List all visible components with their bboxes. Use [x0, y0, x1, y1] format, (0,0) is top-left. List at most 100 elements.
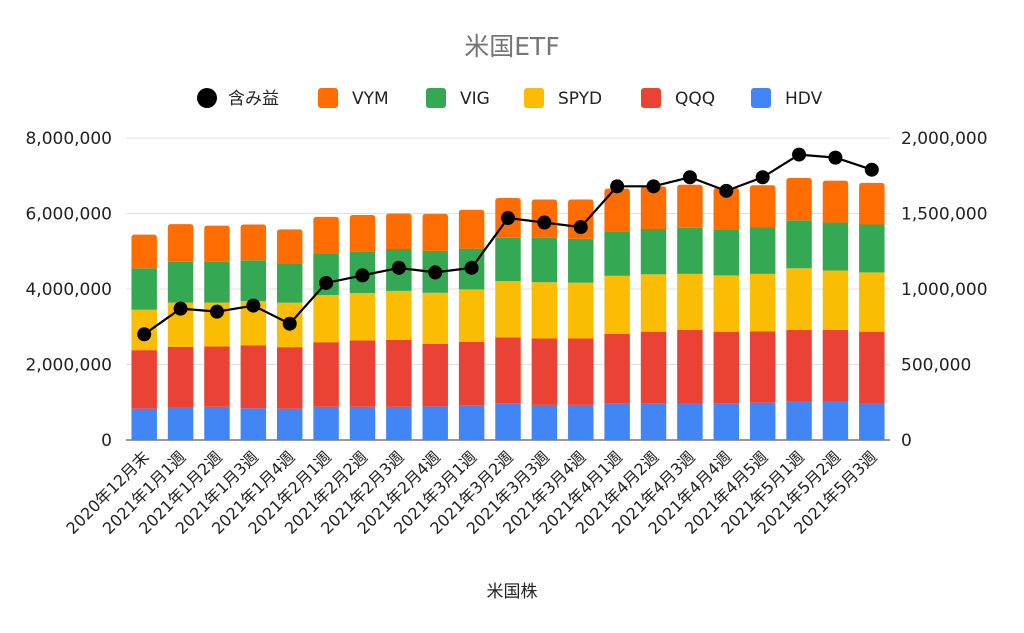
gains-point [137, 327, 152, 342]
bar-vym [859, 182, 885, 225]
bar-hdv [495, 403, 521, 440]
bar-vym [131, 234, 157, 269]
bar-vig [276, 263, 303, 303]
legend-label-gains: 含み益 [228, 89, 279, 109]
y-tick-label-right: 0 [901, 431, 912, 451]
bar-qqq [495, 337, 521, 404]
x-axis: 2020年12月末2021年1月1週2021年1月2週2021年1月3週2021… [62, 447, 880, 538]
bar-qqq [458, 341, 485, 406]
legend-label-qqq: QQQ [675, 89, 715, 109]
bar-vym [640, 186, 667, 229]
bar-vig [677, 227, 703, 274]
bar-hdv [677, 403, 703, 440]
bar-stack [386, 213, 412, 440]
bar-stack [240, 224, 267, 440]
bar-qqq [859, 331, 885, 404]
bar-vym [822, 180, 849, 223]
bar-qqq [822, 329, 849, 402]
bar-hdv [167, 407, 194, 440]
bar-qqq [677, 329, 703, 404]
bar-vym [749, 185, 776, 228]
bar-stack [749, 185, 776, 440]
bar-spyd [422, 292, 448, 344]
legend-swatch-gains [197, 88, 217, 108]
bar-spyd [495, 281, 521, 338]
bar-hdv [713, 403, 740, 440]
gains-point [319, 275, 334, 290]
bar-qqq [276, 347, 303, 409]
bar-hdv [822, 401, 849, 440]
bar-stack [640, 186, 667, 440]
bar-qqq [749, 331, 776, 403]
bar-qqq [568, 338, 594, 405]
bar-stack [786, 178, 812, 440]
bar-vig [640, 228, 667, 275]
legend-swatch-vym [318, 88, 338, 108]
gains-line [137, 147, 879, 342]
bar-spyd [677, 273, 703, 330]
y-axis-left: 0 2,000,000 4,000,000 6,000,000 8,000,000 [25, 129, 112, 451]
bar-vym [422, 213, 448, 251]
bar-qqq [604, 333, 630, 404]
bar-spyd [531, 282, 558, 339]
y-tick-label-right: 1,000,000 [901, 280, 988, 300]
gains-point [246, 298, 261, 313]
bar-stack [713, 187, 740, 440]
legend-label-vym: VYM [352, 89, 389, 109]
bar-vym [313, 216, 339, 254]
bar-hdv [859, 403, 885, 440]
bar-vig [568, 238, 594, 283]
bar-stack [349, 215, 376, 440]
bar-vym [786, 178, 812, 221]
bar-spyd [749, 273, 776, 332]
bar-spyd [568, 282, 594, 339]
bar-vym [386, 213, 412, 249]
bar-hdv [604, 403, 630, 440]
bar-stack [568, 199, 594, 440]
bar-hdv [240, 408, 267, 440]
gains-point [573, 220, 588, 235]
gains-point [173, 301, 188, 316]
bar-qqq [204, 346, 230, 407]
bar-spyd [786, 268, 812, 330]
bar-spyd [859, 272, 885, 332]
bar-vig [822, 222, 849, 271]
bar-spyd [386, 290, 412, 340]
gains-point [501, 211, 515, 226]
bar-vig [131, 268, 157, 310]
gains-point [755, 170, 770, 185]
gains-point [428, 265, 443, 280]
bar-stack [458, 209, 485, 440]
bar-spyd [313, 295, 339, 343]
gains-point [682, 170, 697, 185]
legend: 含み益 VYM VIG SPYD QQQ HDV [197, 88, 823, 109]
y-tick-label-left: 6,000,000 [25, 205, 112, 225]
bars [131, 178, 885, 440]
legend-swatch-vig [426, 88, 446, 108]
bar-qqq [713, 331, 740, 404]
y-tick-label-right: 2,000,000 [901, 129, 988, 149]
bar-vig [531, 237, 558, 283]
bar-hdv [276, 408, 303, 440]
bar-vig [495, 237, 521, 282]
legend-label-spyd: SPYD [558, 89, 602, 109]
bar-qqq [313, 342, 339, 407]
bar-hdv [786, 401, 812, 440]
bar-stack [604, 188, 630, 440]
bar-stack [495, 198, 521, 440]
y-tick-label-left: 4,000,000 [25, 280, 112, 300]
bar-hdv [204, 406, 230, 440]
bar-stack [313, 216, 339, 440]
bar-stack [204, 225, 230, 440]
gains-point [209, 304, 224, 319]
gains-point [864, 162, 879, 177]
bar-qqq [422, 343, 448, 407]
bar-hdv [640, 403, 667, 440]
bar-vig [713, 229, 740, 276]
bar-spyd [822, 270, 849, 330]
bar-vym [204, 225, 230, 262]
bar-stack [859, 182, 885, 440]
bar-qqq [786, 329, 812, 402]
bar-stack [167, 224, 194, 440]
